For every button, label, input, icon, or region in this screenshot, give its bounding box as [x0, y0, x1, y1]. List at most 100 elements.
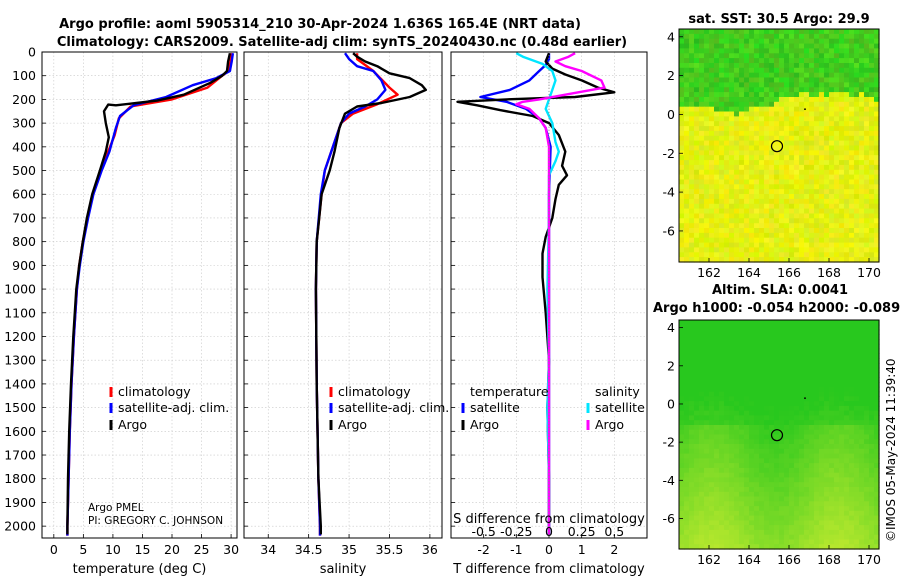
map-cell [839, 135, 845, 142]
map-cell [869, 67, 875, 74]
map-cell [854, 334, 860, 340]
map-cell [874, 396, 880, 402]
map-cell [814, 405, 820, 412]
map-cell [754, 529, 760, 536]
map-cell [759, 150, 765, 156]
map-cell [784, 453, 790, 459]
map-cell [699, 179, 705, 185]
map-cell [804, 415, 810, 421]
map-cell [699, 135, 705, 142]
map-cell [819, 401, 825, 407]
map-cell [849, 420, 855, 426]
map-cell [769, 58, 775, 64]
map-cell [844, 472, 850, 479]
map-cell [739, 174, 745, 181]
map-cell [759, 362, 765, 369]
map-cell [874, 145, 880, 151]
map-cell [859, 362, 865, 369]
map-cell [754, 362, 760, 369]
map-cell [824, 218, 830, 224]
map-cell [739, 539, 745, 545]
map-cell [859, 496, 865, 502]
map-cell [804, 496, 810, 502]
map-cell [854, 467, 860, 474]
x-axis-label: T difference from climatology [452, 562, 645, 577]
map-cell [809, 348, 815, 354]
map-cell [749, 329, 755, 335]
map-cell [824, 525, 830, 531]
map-cell [779, 179, 785, 185]
map-cell [769, 358, 775, 364]
map-cell [824, 121, 830, 127]
map-cell [779, 525, 785, 531]
map-cell [799, 97, 805, 103]
map-cell [829, 189, 835, 195]
map-cell [769, 116, 775, 122]
map-cell [749, 353, 755, 359]
map-cell [704, 515, 710, 521]
map-cell [814, 72, 820, 79]
map-cell [729, 353, 735, 359]
map-cell [689, 179, 695, 185]
map-cell [839, 179, 845, 185]
map-cell [849, 425, 855, 431]
map-cell [814, 145, 820, 151]
map-cell [744, 448, 750, 455]
map-cell [729, 491, 735, 498]
map-cell [729, 43, 735, 50]
map-cell [709, 126, 715, 132]
map-cell [724, 544, 730, 550]
map-cell [749, 33, 755, 40]
map-cell [699, 324, 705, 331]
map-cell [829, 135, 835, 142]
map-cell [789, 410, 795, 416]
map-cell [839, 405, 845, 412]
map-cell [709, 496, 715, 502]
map-cell [729, 534, 735, 541]
map-cell [689, 525, 695, 531]
map-cell [819, 38, 825, 45]
map-cell [709, 506, 715, 512]
map-cell [759, 145, 765, 151]
map-cell [794, 58, 800, 64]
map-cell [679, 377, 685, 383]
map-cell [814, 150, 820, 156]
map-cell [854, 208, 860, 215]
map-cell [739, 496, 745, 502]
map-cell [834, 53, 840, 59]
map-cell [814, 515, 820, 521]
map-cell [819, 242, 825, 249]
map-cell [739, 415, 745, 421]
map-cell [874, 324, 880, 331]
map-cell [754, 396, 760, 402]
map-cell [869, 405, 875, 412]
map-cell [759, 237, 765, 244]
map-cell [769, 510, 775, 517]
map-cell [704, 164, 710, 171]
map-cell [739, 463, 745, 469]
series-line-argo [314, 52, 427, 535]
map-cell [769, 453, 775, 459]
map-cell [714, 467, 720, 474]
map-cell [744, 520, 750, 526]
map-cell [794, 179, 800, 185]
legend-label-satellite: satellite-adj. clim. [118, 400, 229, 415]
map-cell [684, 63, 690, 69]
map-cell [719, 372, 725, 378]
map-cell [874, 43, 880, 50]
map-cell [769, 121, 775, 127]
map-cell [784, 415, 790, 421]
map-cell [824, 353, 830, 359]
map-cell [794, 203, 800, 210]
map-cell [874, 362, 880, 369]
map-cell [774, 382, 780, 388]
map-cell [804, 179, 810, 185]
map-cell [704, 477, 710, 483]
map-cell [859, 467, 865, 474]
map-cell [794, 101, 800, 108]
map-cell [844, 203, 850, 210]
map-cell [764, 496, 770, 502]
map-cell [724, 534, 730, 541]
map-cell [709, 453, 715, 459]
map-cell [829, 453, 835, 459]
